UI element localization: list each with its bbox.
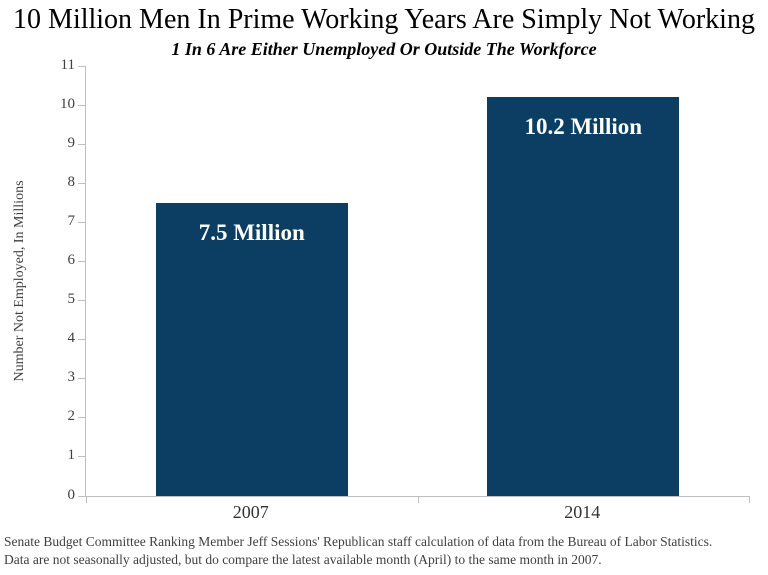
y-axis-title: Number Not Employed, In Millions	[12, 180, 27, 382]
y-axis-tick-label: 1	[67, 447, 76, 464]
y-axis-tick-label: 4	[67, 330, 76, 347]
bar-2014: 10.2 Million	[487, 97, 680, 496]
chart-title: 10 Million Men In Prime Working Years Ar…	[13, 4, 755, 35]
source-note-line: Senate Budget Committee Ranking Member J…	[4, 534, 713, 549]
y-axis-tick: 4	[68, 330, 86, 346]
x-axis-tick	[749, 496, 750, 503]
x-axis-tick	[86, 496, 87, 503]
y-axis-tick-label: 0	[67, 486, 76, 503]
y-axis-tick: 9	[68, 135, 86, 151]
bar-category-cell: 7.5 Million	[86, 66, 418, 496]
y-axis-tick-label: 10	[60, 95, 75, 112]
x-axis-labels: 2007 2014	[85, 502, 748, 523]
y-axis-tick: 10	[60, 96, 86, 112]
plot-bars: 7.5 Million 10.2 Million	[86, 66, 749, 496]
chart-subtitle: 1 In 6 Are Either Unemployed Or Outside …	[171, 39, 597, 59]
y-axis-tick-label: 8	[67, 173, 76, 190]
y-axis-tick-label: 2	[67, 408, 76, 425]
y-axis-tick-label: 9	[67, 134, 76, 151]
y-axis-tick-label: 3	[67, 369, 76, 386]
y-axis-tick-label: 11	[60, 56, 75, 73]
y-axis-tick-label: 5	[67, 291, 76, 308]
y-axis-tick: 3	[68, 369, 86, 385]
source-note-line: Data are not seasonally adjusted, but do…	[4, 552, 602, 568]
bar-2007: 7.5 Million	[155, 202, 348, 496]
bar-data-label: 10.2 Million	[524, 114, 643, 140]
x-axis-category-label: 2014	[564, 502, 601, 522]
y-axis-tick: 1	[68, 447, 86, 463]
y-axis-tick-label: 7	[67, 212, 76, 229]
y-axis-tick: 2	[68, 408, 86, 424]
bar-data-label: 7.5 Million	[198, 219, 305, 245]
x-axis-tick	[417, 496, 419, 503]
y-axis-tick: 6	[68, 252, 86, 268]
y-axis-tick: 7	[68, 213, 86, 229]
y-axis-tick: 8	[68, 174, 86, 190]
plot-area: 0 1 2 3 4 5 6 7 8 9 10 11 7.5 Million 10.2 Million	[60, 57, 750, 503]
source-note: Senate Budget Committee Ranking Member J…	[4, 533, 766, 569]
y-axis-tick: 11	[61, 57, 86, 73]
x-axis-category-label: 2007	[232, 502, 269, 522]
y-axis-tick: 5	[68, 291, 86, 307]
bar-category-cell: 10.2 Million	[418, 66, 750, 496]
x-axis-line	[78, 496, 749, 497]
y-axis-tick-label: 6	[67, 251, 76, 268]
